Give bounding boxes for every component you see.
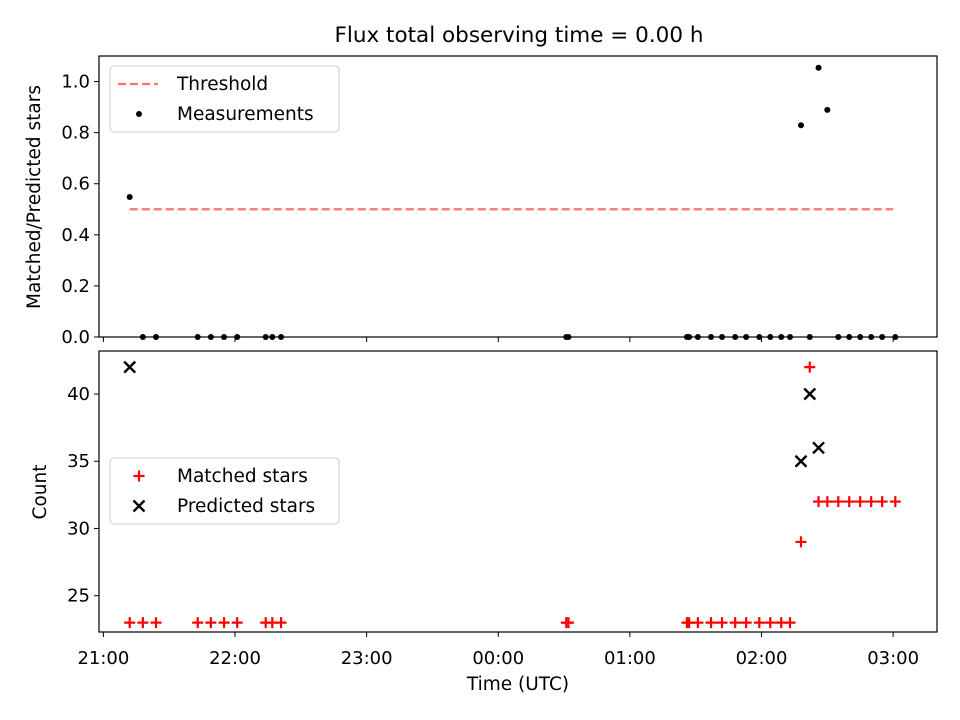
bottom-y-tick-label: 35 (67, 451, 90, 472)
legend-measurement-swatch (136, 111, 142, 117)
bottom-y-tick-label: 40 (67, 384, 90, 405)
top-axes-frame (98, 55, 938, 338)
matched-star-point (821, 496, 833, 508)
measurement-point (806, 334, 813, 340)
x-tick-label: 01:00 (604, 648, 656, 669)
measurement-point (835, 334, 842, 340)
measurement-point (787, 334, 794, 340)
measurement-point (194, 334, 201, 340)
matched-star-point (705, 617, 717, 629)
top-y-tick-label: 0.4 (61, 225, 90, 246)
predicted-star-point (812, 441, 825, 455)
x-tick-label: 23:00 (341, 648, 393, 669)
top-y-tick-label: 1.0 (61, 72, 90, 93)
x-tick-label: 03:00 (867, 648, 919, 669)
x-tick-label: 22:00 (209, 648, 261, 669)
matched-star-point (124, 617, 136, 629)
measurement-point (207, 334, 214, 340)
measurement-point (262, 334, 269, 340)
measurement-point (892, 334, 899, 340)
matched-star-point (218, 617, 230, 629)
top-y-tick-label: 0.2 (61, 276, 90, 297)
matched-star-point (740, 617, 752, 629)
predicted-star-point (794, 454, 808, 468)
bottom-axes-frame (98, 350, 938, 633)
measurement-point (756, 334, 763, 340)
matched-star-point (692, 617, 704, 629)
top-legend-box (109, 65, 340, 133)
measurement-point (565, 334, 572, 340)
measurement-point (778, 334, 785, 340)
measurement-point (767, 334, 774, 340)
measurement-point (221, 334, 228, 340)
legend-label: Measurements (177, 104, 314, 125)
measurement-point (278, 334, 285, 340)
bottom-y-tick-label: 30 (67, 518, 90, 539)
legend-label: Matched stars (177, 466, 308, 487)
top-y-tick-label: 0.0 (61, 327, 90, 348)
legend-predicted-swatch (132, 499, 146, 513)
top-y-axis-title: Matched/Predicted stars (24, 85, 45, 309)
matched-star-point (764, 617, 776, 629)
matched-star-point (192, 617, 204, 629)
measurement-point (857, 334, 864, 340)
bottom-panel: 25 30 35 40 21:00 22:00 23:00 00:00 01:00 02:00 03… (67, 350, 938, 669)
top-y-tick-label: 0.8 (61, 123, 90, 144)
bottom-y-tick-label: 25 (67, 586, 90, 607)
measurement-point (868, 334, 875, 340)
chart-title: Flux total observing time = 0.00 h (335, 23, 704, 48)
matched-star-point (231, 617, 243, 629)
bottom-legend-box (109, 457, 340, 525)
measurement-point (732, 334, 739, 340)
matched-star-point (137, 617, 149, 629)
matched-star-point (753, 617, 765, 629)
measurement-point (126, 194, 133, 201)
matched-star-point (562, 617, 574, 629)
measurement-point (708, 334, 715, 340)
matched-star-point (795, 536, 807, 548)
matched-star-point (889, 496, 901, 508)
matched-star-point (729, 617, 741, 629)
measurement-point (797, 122, 804, 129)
x-tick-label: 00:00 (472, 648, 524, 669)
bottom-y-axis-title: Count (30, 465, 51, 520)
x-tick-label: 02:00 (736, 648, 788, 669)
measurement-point (139, 334, 146, 340)
measurement-point (879, 334, 886, 340)
legend-matched-swatch (133, 470, 145, 482)
measurement-point (824, 106, 831, 113)
x-tick-label: 21:00 (77, 648, 129, 669)
measurement-point (686, 334, 693, 340)
matched-star-point (804, 361, 816, 373)
measurement-point (234, 334, 241, 340)
matched-star-point (784, 617, 796, 629)
matched-star-point (150, 617, 162, 629)
measurement-point (846, 334, 853, 340)
measurement-point (719, 334, 726, 340)
measurement-point (743, 334, 750, 340)
legend-label: Predicted stars (177, 496, 315, 517)
top-panel: 0.0 0.2 0.4 0.6 0.8 1.0 Threshold Measurements (61, 55, 938, 348)
predicted-star-point (123, 360, 137, 374)
matched-star-point (275, 617, 287, 629)
measurement-point (815, 64, 822, 71)
matched-star-point (865, 496, 877, 508)
top-y-tick-label: 0.6 (61, 174, 90, 195)
matched-star-point (843, 496, 855, 508)
predicted-star-point (803, 387, 817, 401)
measurement-point (153, 334, 160, 340)
measurement-point (269, 334, 276, 340)
matched-star-point (832, 496, 844, 508)
legend-label: Threshold (176, 74, 268, 95)
matched-star-point (854, 496, 866, 508)
matched-star-point (716, 617, 728, 629)
matched-star-point (876, 496, 888, 508)
matched-star-point (205, 617, 217, 629)
measurement-point (694, 334, 701, 340)
x-axis-title: Time (UTC) (466, 674, 569, 695)
